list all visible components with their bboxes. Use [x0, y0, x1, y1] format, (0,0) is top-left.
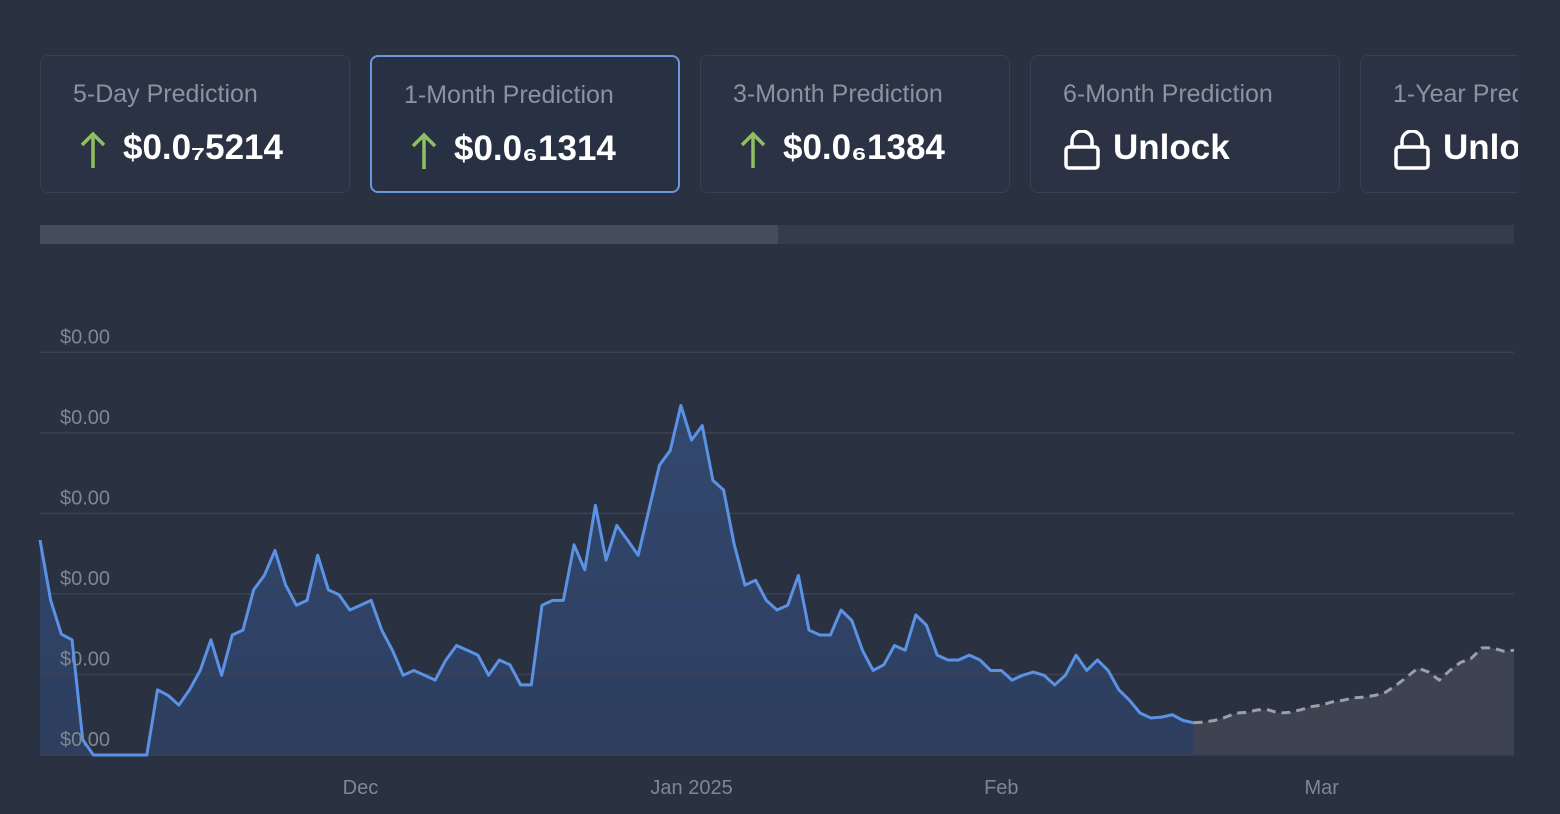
y-tick-label: $0.00 — [60, 568, 110, 590]
card-value: Unlock — [1113, 128, 1230, 167]
prediction-card[interactable]: 1-Month Prediction $0.0₆1314 — [370, 55, 680, 193]
scroll-thumb[interactable] — [40, 225, 778, 244]
y-tick-label: $0.00 — [60, 326, 110, 348]
prediction-card[interactable]: 6-Month Prediction Unlock — [1030, 55, 1340, 193]
x-tick-label: Dec — [343, 777, 379, 799]
scroll-bar[interactable] — [40, 225, 1514, 244]
price-line — [38, 403, 1194, 757]
prediction-line — [1193, 646, 1515, 725]
up-arrow — [80, 131, 106, 168]
y-tick-label: $0.00 — [60, 729, 110, 751]
up-arrow — [411, 132, 437, 169]
prediction-card[interactable]: 1-Year Prediction Unlock — [1360, 55, 1518, 193]
card-value: Unlock — [1443, 128, 1518, 167]
card-value: $0.0₇5214 — [123, 128, 283, 167]
prediction-cards: 5-Day Prediction $0.0₇5214 1-Month Predi… — [40, 55, 1518, 195]
y-tick-label: $0.00 — [60, 487, 110, 509]
up-arrow — [740, 131, 766, 168]
card-label: 1-Month Prediction — [404, 81, 614, 109]
x-tick-label: Mar — [1305, 777, 1340, 799]
area-fill — [1193, 647, 1514, 755]
x-tick-label: Jan 2025 — [650, 777, 732, 799]
card-label: 1-Year Prediction — [1393, 80, 1518, 108]
lock-icon — [1064, 130, 1100, 170]
card-label: 3-Month Prediction — [733, 80, 943, 108]
prediction-card[interactable]: 3-Month Prediction $0.0₆1384 — [700, 55, 1010, 193]
card-value: $0.0₆1384 — [783, 128, 945, 167]
y-tick-label: $0.00 — [60, 407, 110, 429]
area-fill — [40, 405, 1194, 755]
lock-icon — [1394, 130, 1430, 170]
card-label: 5-Day Prediction — [73, 80, 258, 108]
x-tick-label: Feb — [984, 777, 1018, 799]
card-value: $0.0₆1314 — [454, 129, 616, 168]
card-label: 6-Month Prediction — [1063, 80, 1273, 108]
prediction-card[interactable]: 5-Day Prediction $0.0₇5214 — [40, 55, 350, 193]
y-tick-label: $0.00 — [60, 648, 110, 670]
